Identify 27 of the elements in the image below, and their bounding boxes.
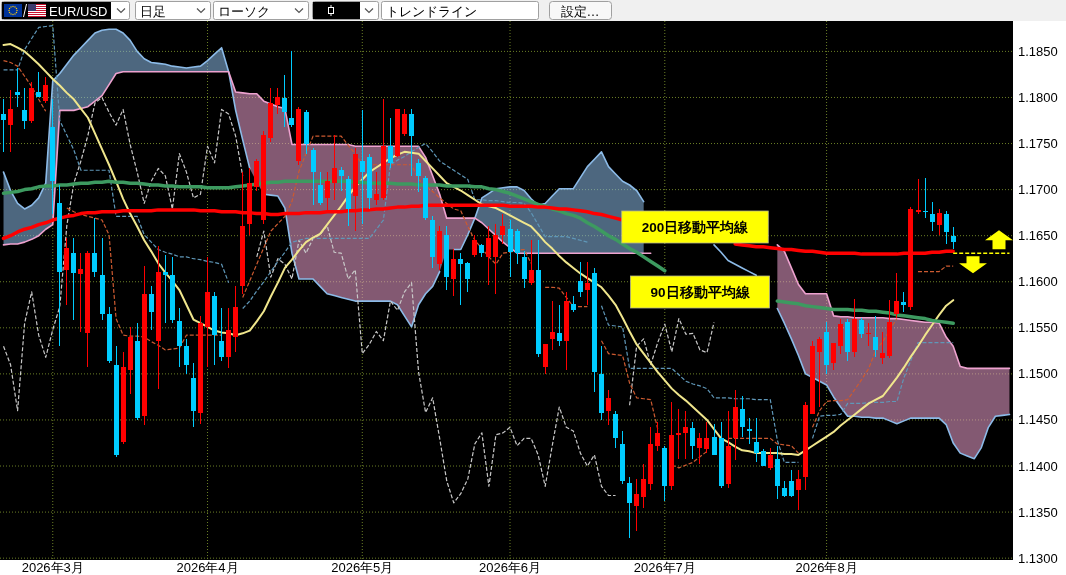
x-tick-label: 2026年4月 (176, 560, 239, 575)
annotation: 90日移動平均線 (630, 275, 770, 309)
y-tick-label: 1.1500 (1018, 366, 1058, 382)
annotation: 200日移動平均線 (621, 210, 769, 244)
x-tick-label: 2026年5月 (331, 560, 394, 575)
annotation: 90日移動平均線 (650, 285, 751, 300)
x-tick-label: 2026年6月 (478, 560, 542, 575)
x-tick-label: 2026年7月 (633, 560, 696, 575)
chart-title: EUR/USD (49, 3, 108, 19)
y-tick-label: 1.1550 (1018, 320, 1058, 336)
y-tick-label: 1.1300 (1018, 550, 1058, 566)
text: ローソク (218, 3, 270, 19)
y-tick-label: 1.1400 (1018, 458, 1058, 474)
y-tick-label: 1.1350 (1018, 504, 1058, 520)
x-tick-label: 2026年3月 (21, 560, 84, 575)
y-tick-label: 1.1650 (1018, 228, 1058, 244)
y-tick-label: 1.1700 (1018, 182, 1058, 198)
text: トレンドライン (386, 3, 477, 19)
y-tick-label: 1.1600 (1018, 274, 1058, 290)
y-tick-label: 1.1750 (1018, 136, 1058, 152)
text: 日足 (140, 3, 166, 19)
y-tick-label: 1.1800 (1018, 89, 1058, 105)
annotation: 200日移動平均線 (641, 220, 750, 235)
y-tick-label: 1.1450 (1018, 412, 1058, 428)
y-tick-label: 1.1850 (1018, 43, 1058, 59)
text: 設定… (560, 3, 600, 19)
x-tick-label: 2026年8月 (795, 560, 858, 575)
